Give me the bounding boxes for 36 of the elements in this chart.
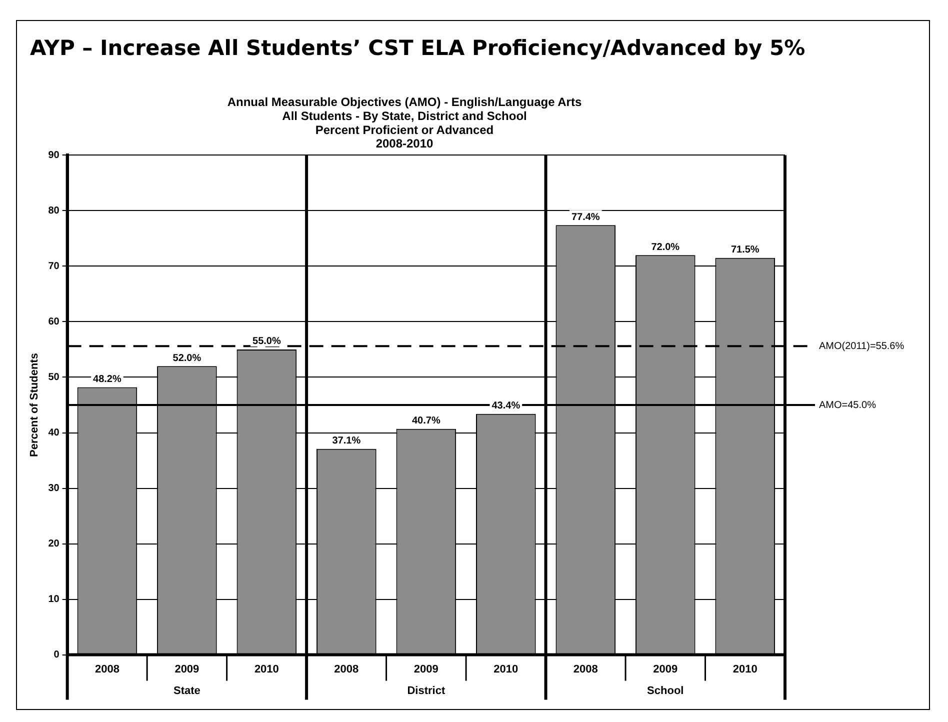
y-tick-label: 10 bbox=[48, 594, 60, 606]
y-tick-label: 70 bbox=[48, 260, 60, 272]
y-tick-label: 90 bbox=[48, 150, 60, 161]
x-tick-label: 2008 bbox=[573, 663, 598, 676]
y-tick-label: 60 bbox=[48, 316, 60, 328]
data-label: 55.0% bbox=[252, 336, 281, 348]
data-label: 77.4% bbox=[571, 212, 600, 223]
data-label: 72.0% bbox=[651, 242, 680, 253]
text: School bbox=[647, 684, 684, 697]
text: District bbox=[407, 684, 446, 697]
ref-line-label: AMO=45.0% bbox=[819, 400, 876, 411]
chart-title: AYP – Increase All Students’ CST ELA Proficiency/Advanced by 5% bbox=[30, 36, 806, 60]
x-tick-label: 2010 bbox=[494, 663, 518, 676]
x-tick-label: 2008 bbox=[94, 663, 120, 676]
y-tick-label: 20 bbox=[48, 538, 60, 550]
ref-line-label: AMO(2011)=55.6% bbox=[819, 340, 904, 352]
x-tick-label: 2010 bbox=[254, 663, 279, 676]
data-label: 37.1% bbox=[332, 436, 361, 447]
x-tick-label: 2009 bbox=[414, 663, 438, 676]
y-tick-label: 50 bbox=[48, 372, 60, 383]
x-tick-label: 2010 bbox=[732, 663, 758, 676]
y-tick-label: 0 bbox=[54, 650, 60, 661]
y-tick-label: 30 bbox=[48, 483, 60, 494]
text: State bbox=[173, 684, 200, 697]
data-label: 43.4% bbox=[492, 400, 520, 412]
y-tick-label: 80 bbox=[48, 205, 60, 216]
data-label: 48.2% bbox=[93, 374, 122, 385]
chart-subtitle: Annual Measurable Objectives (AMO) - English/Language Arts All Students - By State, District and School Percent Proficient or Advanced 2008-2010 bbox=[227, 95, 582, 151]
data-label: 40.7% bbox=[412, 416, 440, 427]
data-label: 71.5% bbox=[730, 244, 760, 256]
x-tick-label: 2008 bbox=[334, 663, 359, 676]
y-axis-title: Percent of Students bbox=[28, 353, 41, 457]
x-tick-label: 2009 bbox=[174, 663, 200, 676]
x-tick-label: 2009 bbox=[653, 663, 678, 676]
y-tick-label: 40 bbox=[48, 428, 60, 439]
data-label: 52.0% bbox=[172, 352, 202, 364]
